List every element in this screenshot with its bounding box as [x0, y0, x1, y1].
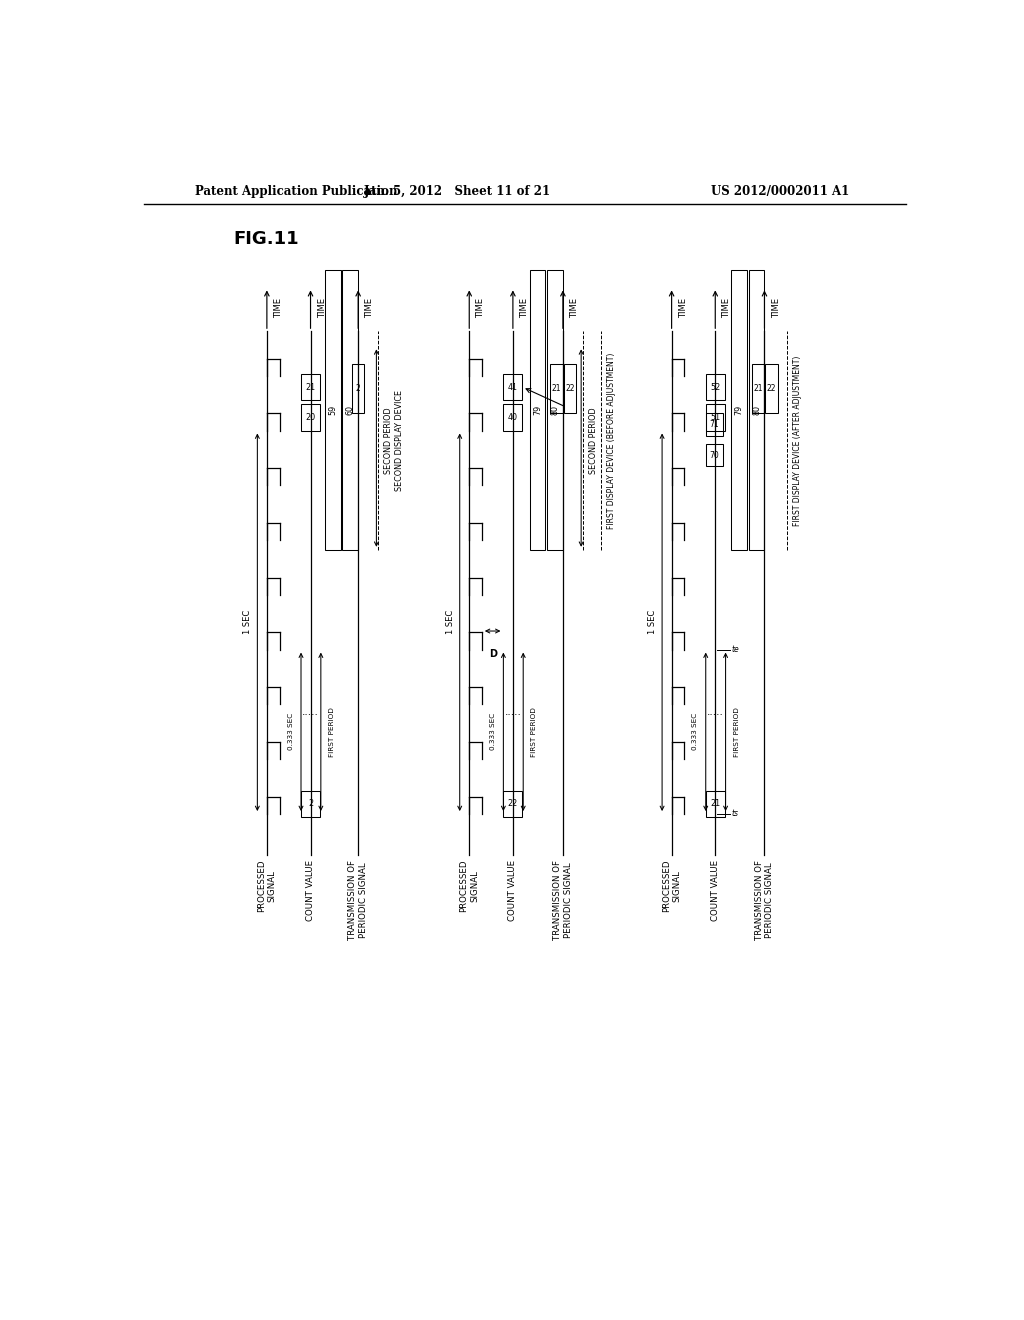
Bar [765, 364, 778, 412]
Text: 80: 80 [551, 405, 559, 414]
Text: 40: 40 [508, 413, 518, 422]
Text: 21: 21 [552, 384, 561, 392]
Text: FIRST PERIOD: FIRST PERIOD [531, 708, 538, 756]
Text: 22: 22 [565, 384, 574, 392]
Bar [550, 364, 563, 412]
Text: 1 SEC: 1 SEC [445, 610, 455, 635]
Text: 0.333 SEC: 0.333 SEC [288, 713, 294, 751]
Text: SECOND PERIOD: SECOND PERIOD [589, 407, 598, 474]
Text: TIME: TIME [317, 298, 327, 318]
Text: US 2012/0002011 A1: US 2012/0002011 A1 [712, 185, 850, 198]
Bar [342, 271, 358, 549]
Text: TIME: TIME [520, 298, 529, 318]
Text: .....: ..... [707, 708, 724, 717]
Bar [752, 364, 765, 412]
Bar [301, 374, 321, 400]
Text: FIRST PERIOD: FIRST PERIOD [733, 708, 739, 756]
Text: 2: 2 [308, 800, 313, 808]
Text: TIME: TIME [570, 298, 579, 318]
Text: 52: 52 [710, 383, 721, 392]
Text: Jan. 5, 2012   Sheet 11 of 21: Jan. 5, 2012 Sheet 11 of 21 [364, 185, 551, 198]
Text: te: te [731, 645, 739, 655]
Text: TIME: TIME [772, 298, 780, 318]
Text: SECOND DISPLAY DEVICE: SECOND DISPLAY DEVICE [395, 389, 404, 491]
Bar [504, 791, 522, 817]
Bar [706, 413, 723, 436]
Text: 0.333 SEC: 0.333 SEC [692, 713, 698, 751]
Text: FIG.11: FIG.11 [233, 230, 299, 248]
Text: TIME: TIME [366, 298, 375, 318]
Text: PROCESSED
SIGNAL: PROCESSED SIGNAL [460, 859, 479, 912]
Text: 41: 41 [508, 383, 518, 392]
Text: TIME: TIME [679, 298, 688, 318]
Text: TRANSMISSION OF
PERIODIC SIGNAL: TRANSMISSION OF PERIODIC SIGNAL [348, 859, 368, 940]
Text: 2: 2 [355, 384, 360, 392]
Text: TIME: TIME [722, 298, 731, 318]
Text: FIRST DISPLAY DEVICE (BEFORE ADJUSTMENT): FIRST DISPLAY DEVICE (BEFORE ADJUSTMENT) [607, 352, 616, 528]
Bar [504, 404, 522, 430]
Text: 21: 21 [754, 384, 763, 392]
Text: TRANSMISSION OF
PERIODIC SIGNAL: TRANSMISSION OF PERIODIC SIGNAL [553, 859, 572, 940]
Text: .....: ..... [505, 708, 521, 717]
Text: 1 SEC: 1 SEC [244, 610, 252, 635]
Bar [301, 791, 321, 817]
Text: 0.333 SEC: 0.333 SEC [490, 713, 496, 751]
Text: 80: 80 [752, 405, 761, 414]
Text: TIME: TIME [274, 298, 283, 318]
Text: PROCESSED
SIGNAL: PROCESSED SIGNAL [662, 859, 681, 912]
Text: 51: 51 [711, 413, 720, 422]
Text: 21: 21 [711, 800, 720, 808]
Text: 22: 22 [767, 384, 776, 392]
Text: COUNT VALUE: COUNT VALUE [508, 859, 517, 921]
Text: 59: 59 [329, 405, 337, 414]
Bar [301, 404, 321, 430]
Bar [706, 404, 725, 430]
Text: FIRST PERIOD: FIRST PERIOD [329, 708, 335, 756]
Bar [547, 271, 563, 549]
Text: TIME: TIME [476, 298, 485, 318]
Text: D: D [488, 649, 497, 659]
Bar [504, 374, 522, 400]
Text: 60: 60 [346, 405, 354, 414]
Text: ts: ts [731, 809, 738, 818]
Text: 20: 20 [305, 413, 315, 422]
Text: PROCESSED
SIGNAL: PROCESSED SIGNAL [257, 859, 276, 912]
Text: FIRST DISPLAY DEVICE (AFTER ADJUSTMENT): FIRST DISPLAY DEVICE (AFTER ADJUSTMENT) [793, 355, 802, 525]
Bar [731, 271, 748, 549]
Text: 21: 21 [305, 383, 315, 392]
Text: TRANSMISSION OF
PERIODIC SIGNAL: TRANSMISSION OF PERIODIC SIGNAL [755, 859, 774, 940]
Text: 79: 79 [734, 405, 743, 414]
Bar [529, 271, 546, 549]
Text: 70: 70 [710, 450, 719, 459]
Text: 71: 71 [710, 420, 719, 429]
Text: 79: 79 [534, 405, 542, 414]
Text: 1 SEC: 1 SEC [648, 610, 657, 635]
Text: SECOND PERIOD: SECOND PERIOD [384, 407, 393, 474]
Bar [749, 271, 765, 549]
Text: .....: ..... [302, 708, 318, 717]
Bar [706, 791, 725, 817]
Bar [352, 364, 365, 412]
Text: Patent Application Publication: Patent Application Publication [196, 185, 398, 198]
Bar [325, 271, 341, 549]
Bar [706, 444, 723, 466]
Text: 22: 22 [508, 800, 518, 808]
Text: COUNT VALUE: COUNT VALUE [306, 859, 315, 921]
Bar [563, 364, 577, 412]
Text: COUNT VALUE: COUNT VALUE [711, 859, 720, 921]
Bar [706, 374, 725, 400]
